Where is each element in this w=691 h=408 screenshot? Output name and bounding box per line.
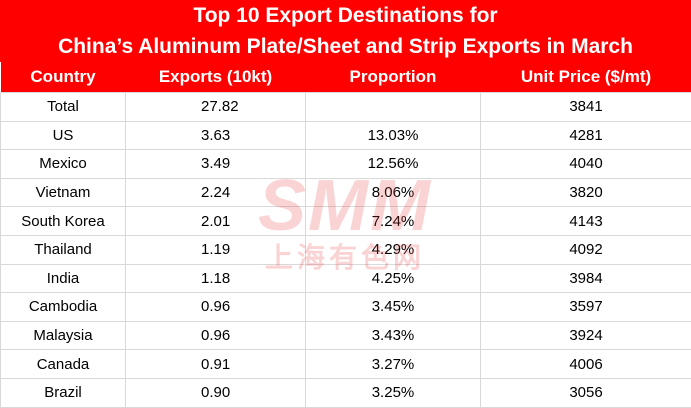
table-cell: Canada (1, 350, 126, 379)
table-cell: 2.24 (126, 178, 306, 207)
table-cell (306, 93, 481, 122)
table-cell: Cambodia (1, 293, 126, 322)
table-cell: Mexico (1, 150, 126, 179)
table-cell: 4006 (481, 350, 691, 379)
table-cell: 0.96 (126, 293, 306, 322)
table-cell: 0.96 (126, 321, 306, 350)
table-cell: 7.24% (306, 207, 481, 236)
table-cell: 3.27% (306, 350, 481, 379)
table-cell: 4092 (481, 235, 691, 264)
table-cell: 0.90 (126, 378, 306, 407)
table-cell: 4.29% (306, 235, 481, 264)
table-cell: India (1, 264, 126, 293)
table-cell: 1.18 (126, 264, 306, 293)
table-cell: 27.82 (126, 93, 306, 122)
table-cell: 3.45% (306, 293, 481, 322)
table-cell: 3924 (481, 321, 691, 350)
table-cell: 8.06% (306, 178, 481, 207)
header-cell: Country (1, 62, 126, 93)
table-cell: South Korea (1, 207, 126, 236)
table-cell: 1.19 (126, 235, 306, 264)
table-cell: 3.43% (306, 321, 481, 350)
table-cell: 13.03% (306, 121, 481, 150)
header-cell: Unit Price ($/mt) (481, 62, 691, 93)
table-cell: Thailand (1, 235, 126, 264)
table-cell: 3.49 (126, 150, 306, 179)
table-cell: Vietnam (1, 178, 126, 207)
table-cell: 3841 (481, 93, 691, 122)
table-cell: 3597 (481, 293, 691, 322)
table-cell: 4143 (481, 207, 691, 236)
table-cell: 3.25% (306, 378, 481, 407)
table-cell: 12.56% (306, 150, 481, 179)
table-cell: 4.25% (306, 264, 481, 293)
table-cell: 2.01 (126, 207, 306, 236)
header-cell: Exports (10kt) (126, 62, 306, 93)
table-cell: Total (1, 93, 126, 122)
table-cell: 0.91 (126, 350, 306, 379)
header-cell: Proportion (306, 62, 481, 93)
table-cell: 3056 (481, 378, 691, 407)
title-line: China’s Aluminum Plate/Sheet and Strip E… (0, 31, 691, 62)
table-cell: 4040 (481, 150, 691, 179)
table-cell: 3984 (481, 264, 691, 293)
table-cell: US (1, 121, 126, 150)
table-cell: 3820 (481, 178, 691, 207)
title-line: Top 10 Export Destinations for (0, 0, 691, 31)
table-cell: Malaysia (1, 321, 126, 350)
table-cell: 4281 (481, 121, 691, 150)
table-cell: 3.63 (126, 121, 306, 150)
table-cell: Brazil (1, 378, 126, 407)
